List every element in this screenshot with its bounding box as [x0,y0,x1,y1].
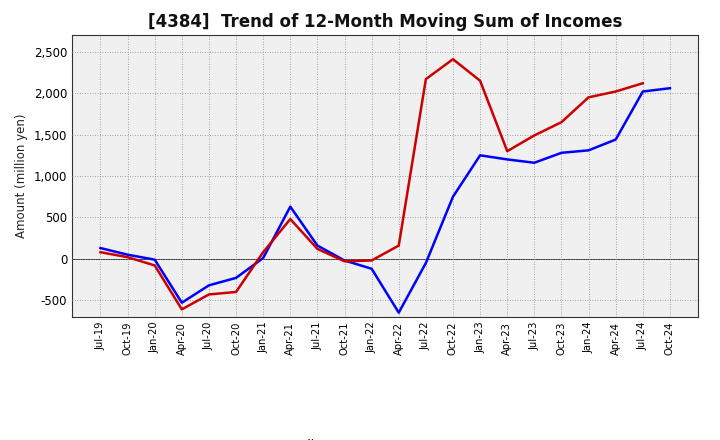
Ordinary Income [232,275,240,281]
Ordinary Income [611,137,620,142]
Net Income [150,263,159,268]
Ordinary Income [584,148,593,153]
Ordinary Income [395,310,403,315]
Ordinary Income [665,85,674,91]
Net Income [503,149,511,154]
Ordinary Income [341,258,349,263]
Net Income [557,120,566,125]
Net Income [341,259,349,264]
Net Income [584,95,593,100]
Net Income [123,254,132,260]
Net Income [204,292,213,297]
Ordinary Income [204,282,213,288]
Ordinary Income [367,266,376,271]
Ordinary Income [557,150,566,155]
Ordinary Income [530,160,539,165]
Ordinary Income [639,89,647,94]
Ordinary Income [178,300,186,305]
Net Income [421,77,430,82]
Ordinary Income [150,257,159,262]
Ordinary Income [476,153,485,158]
Net Income [639,81,647,86]
Ordinary Income [96,246,105,251]
Ordinary Income [123,252,132,257]
Ordinary Income [503,157,511,162]
Net Income [313,246,322,252]
Net Income [395,243,403,248]
Net Income [259,249,268,255]
Net Income [476,78,485,84]
Net Income [367,258,376,263]
Ordinary Income [259,255,268,260]
Line: Net Income: Net Income [101,59,643,309]
Net Income [530,133,539,138]
Ordinary Income [449,194,457,199]
Net Income [96,249,105,255]
Net Income [449,57,457,62]
Ordinary Income [286,204,294,209]
Net Income [286,216,294,222]
Net Income [232,290,240,295]
Title: [4384]  Trend of 12-Month Moving Sum of Incomes: [4384] Trend of 12-Month Moving Sum of I… [148,13,622,31]
Y-axis label: Amount (million yen): Amount (million yen) [15,114,28,238]
Legend: Ordinary Income, Net Income: Ordinary Income, Net Income [241,434,529,440]
Ordinary Income [421,260,430,266]
Net Income [178,307,186,312]
Line: Ordinary Income: Ordinary Income [101,88,670,313]
Net Income [611,89,620,94]
Ordinary Income [313,243,322,248]
